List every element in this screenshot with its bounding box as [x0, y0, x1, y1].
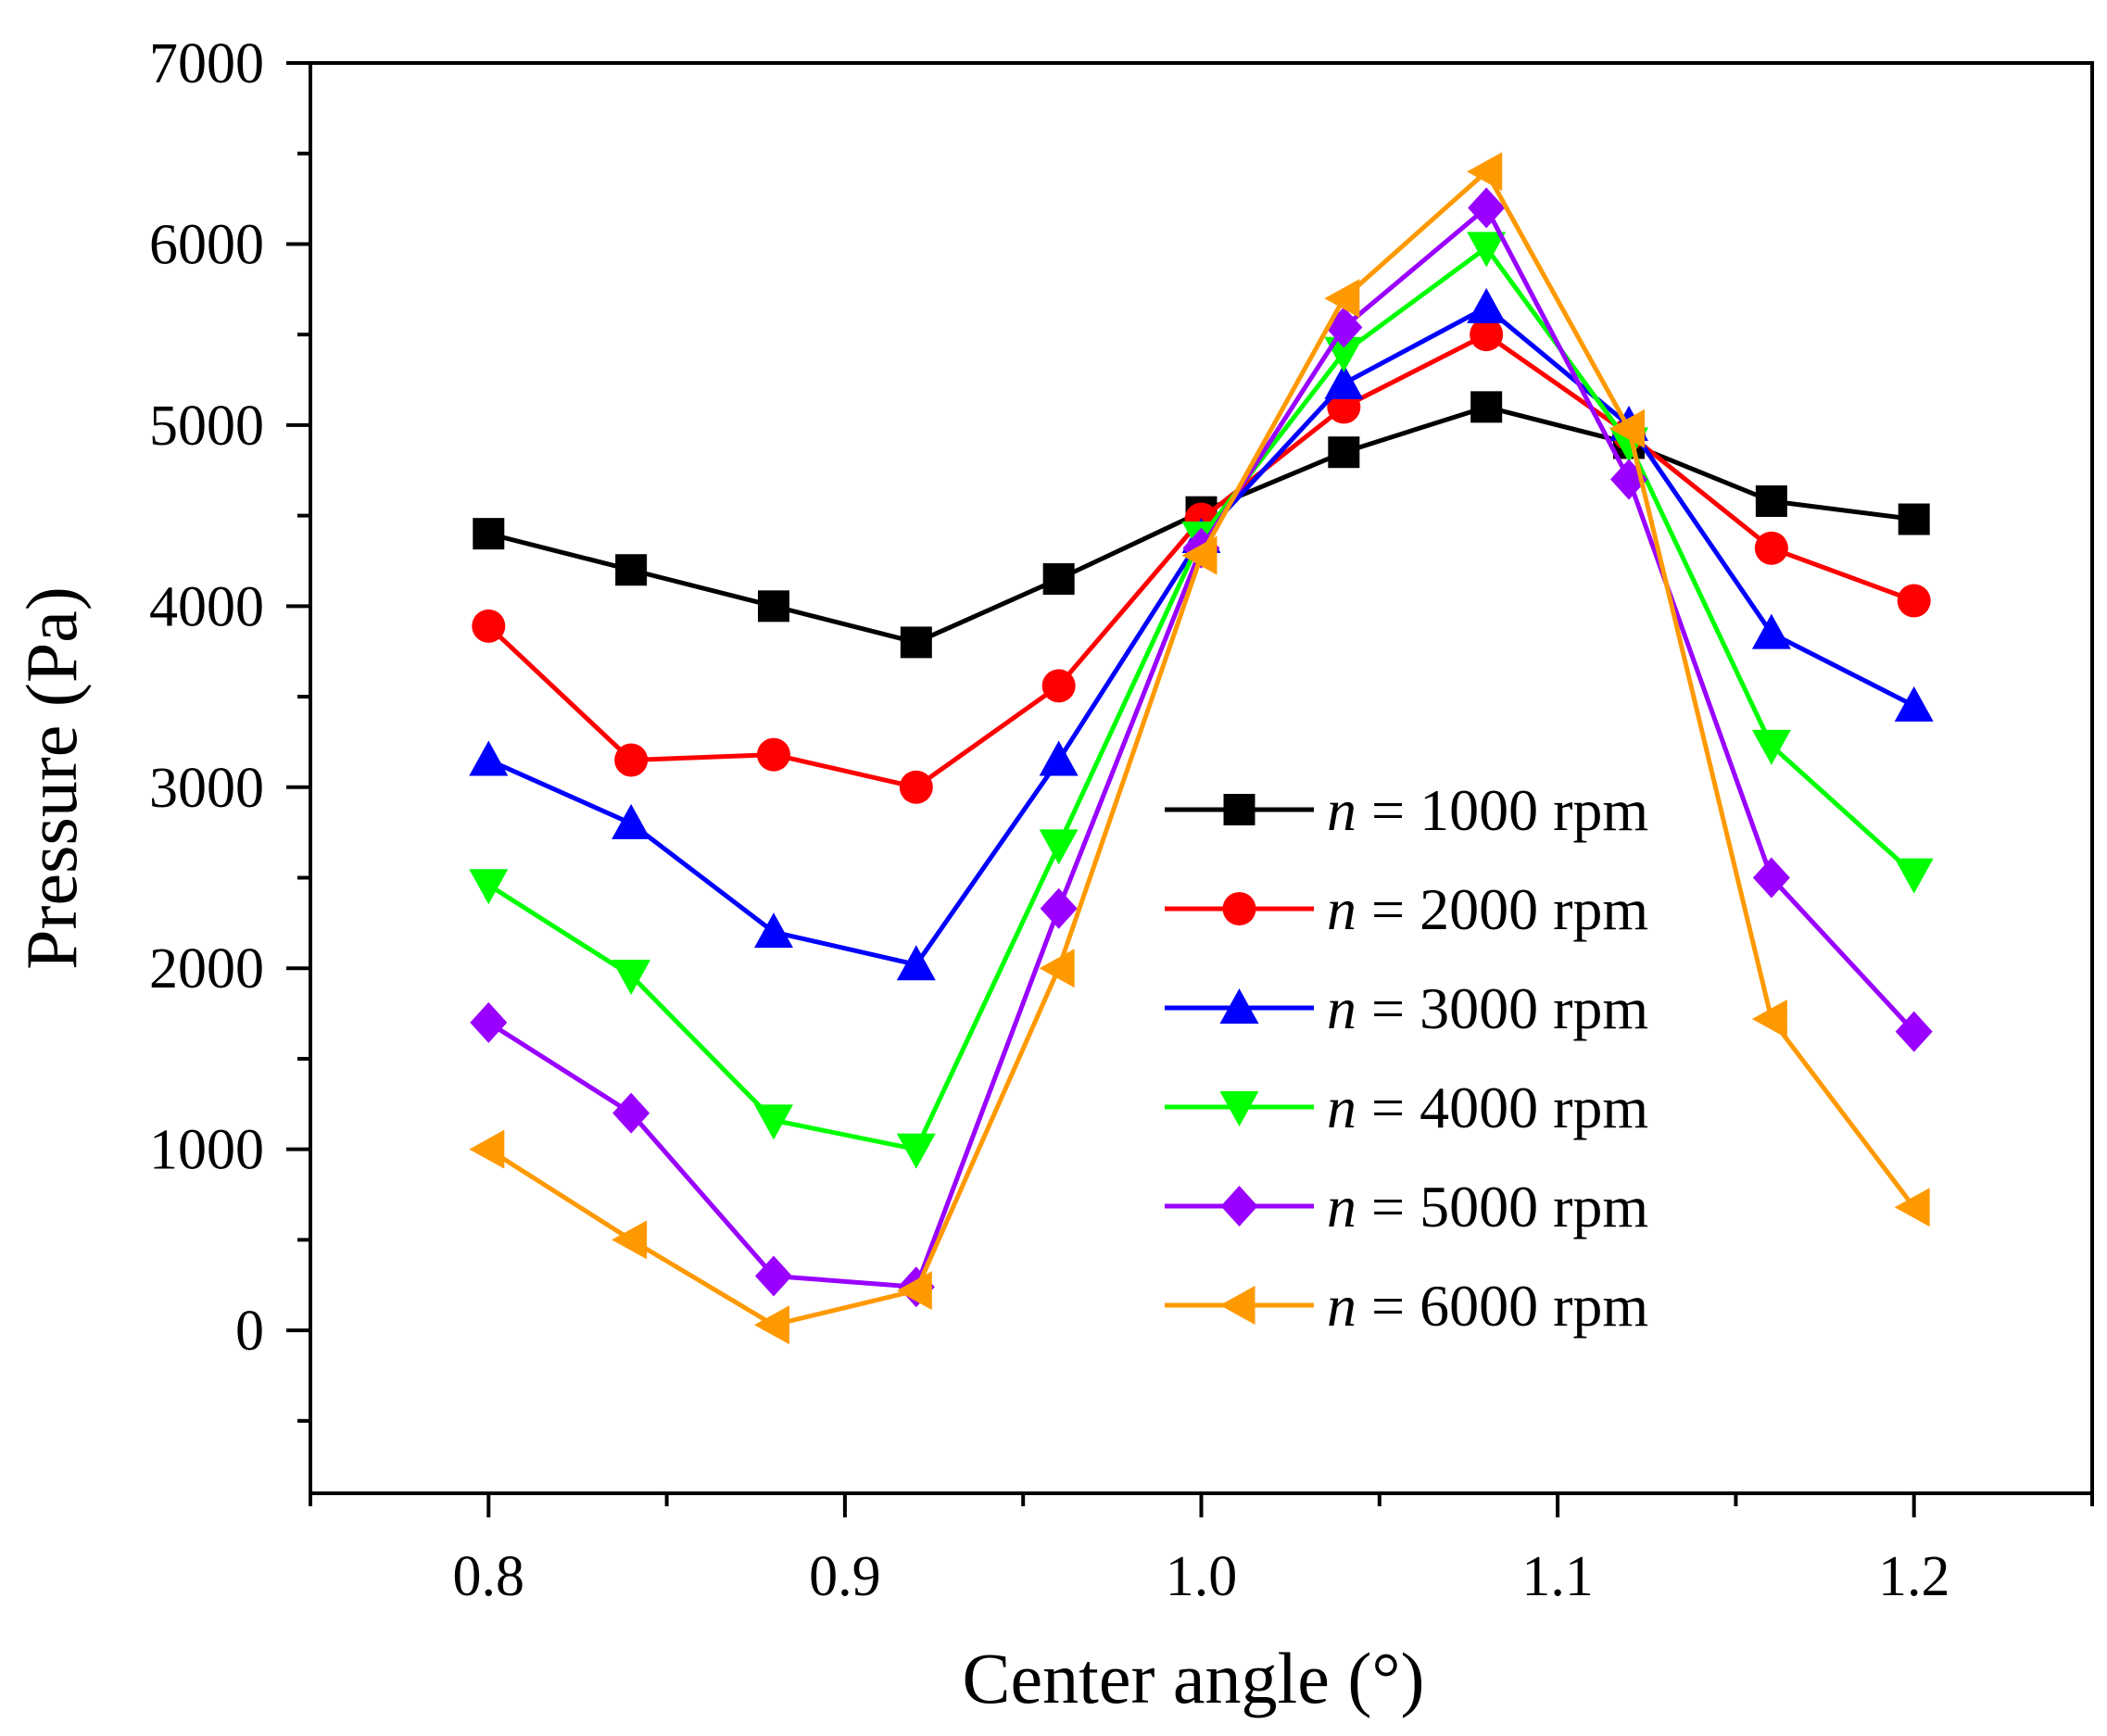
data-point-series-1: [1470, 391, 1503, 423]
y-tick-label: 4000: [149, 575, 264, 638]
data-point-series-6: [469, 1129, 505, 1169]
series-line-6: [486, 169, 1916, 1327]
legend-variable: n: [1327, 1273, 1356, 1339]
data-point-series-3: [469, 740, 509, 776]
data-point-series-4: [1039, 829, 1079, 865]
legend-value: = 5000 rpm: [1356, 1174, 1648, 1239]
data-point-series-1: [900, 626, 932, 659]
data-point-series-5: [1895, 1011, 1933, 1052]
data-point-series-4: [612, 960, 651, 996]
legend-value: = 4000 rpm: [1356, 1075, 1648, 1140]
data-point-series-6: [1467, 152, 1503, 192]
data-point-series-4: [753, 1104, 793, 1140]
data-point-series-2: [1897, 584, 1931, 618]
legend-variable: n: [1327, 1075, 1356, 1140]
legend-label-5: n = 5000 rpm: [1327, 1174, 1648, 1239]
series-line-5: [486, 205, 1916, 1289]
y-tick-label: 2000: [149, 937, 264, 1000]
x-tick-label: 0.8: [453, 1545, 525, 1608]
data-point-series-4: [1751, 729, 1791, 765]
data-point-series-2: [1041, 669, 1076, 703]
data-point-series-5: [1752, 857, 1790, 899]
data-point-series-1: [1755, 484, 1787, 517]
data-point-series-6: [1609, 409, 1646, 448]
y-tick-label: 1000: [149, 1119, 264, 1182]
legend-marker-4: [1219, 1091, 1259, 1126]
series-line-4: [486, 245, 1916, 1152]
data-point-series-1: [1328, 436, 1360, 469]
data-point-series-3: [1039, 740, 1079, 776]
data-point-series-3: [1324, 363, 1364, 399]
data-point-series-6: [1181, 535, 1218, 575]
legend-variable: n: [1327, 876, 1356, 942]
data-point-series-6: [1039, 949, 1075, 988]
data-point-series-3: [1894, 686, 1934, 722]
data-point-series-5: [470, 1001, 508, 1043]
legend-label-1: n = 1000 rpm: [1327, 777, 1648, 843]
x-tick-label: 1.2: [1878, 1545, 1950, 1608]
data-point-series-4: [1467, 232, 1507, 268]
data-point-series-2: [614, 743, 649, 777]
legend-value: = 6000 rpm: [1356, 1273, 1648, 1339]
legend-label-3: n = 3000 rpm: [1327, 975, 1648, 1041]
legend-marker-3: [1219, 988, 1259, 1024]
legend-variable: n: [1327, 975, 1356, 1041]
data-point-series-4: [896, 1133, 936, 1169]
data-point-series-2: [1470, 318, 1504, 352]
legend-value: = 2000 rpm: [1356, 876, 1648, 942]
legend-label-6: n = 6000 rpm: [1327, 1273, 1648, 1339]
data-point-series-5: [1468, 187, 1506, 229]
data-point-series-3: [612, 803, 651, 839]
data-point-series-2: [756, 737, 790, 772]
data-point-series-1: [1898, 503, 1930, 535]
plot-frame: [309, 61, 2094, 1495]
legend-value: = 3000 rpm: [1356, 975, 1648, 1041]
data-point-series-3: [1751, 613, 1791, 649]
data-point-series-6: [612, 1220, 648, 1260]
data-point-series-2: [472, 609, 506, 643]
data-point-series-3: [753, 912, 793, 949]
legend-marker-6: [1219, 1286, 1255, 1325]
data-point-series-1: [757, 590, 789, 623]
y-tick-label: 5000: [149, 395, 264, 458]
y-axis-title: Pressure (Pa): [11, 586, 92, 970]
data-point-series-4: [1894, 858, 1934, 894]
legend-label-4: n = 4000 rpm: [1327, 1075, 1648, 1140]
x-axis-title: Center angle (°): [963, 1638, 1425, 1718]
data-point-series-6: [1894, 1188, 1930, 1227]
series-line-3: [487, 305, 1915, 967]
legend-variable: n: [1327, 777, 1356, 843]
data-point-series-6: [1751, 999, 1787, 1038]
data-point-series-3: [896, 945, 936, 981]
x-tick-label: 1.0: [1166, 1545, 1238, 1608]
data-point-series-3: [1467, 287, 1507, 323]
data-point-series-6: [896, 1271, 932, 1311]
y-tick-label: 7000: [149, 32, 264, 95]
data-point-series-5: [1040, 887, 1078, 929]
y-tick-label: 0: [235, 1300, 264, 1363]
legend-marker-1: [1223, 794, 1255, 825]
x-tick-label: 1.1: [1521, 1545, 1594, 1608]
data-point-series-5: [754, 1255, 792, 1297]
data-point-series-1: [1042, 563, 1075, 596]
data-point-series-2: [1754, 531, 1788, 565]
data-point-series-1: [615, 554, 648, 586]
data-point-series-6: [753, 1305, 789, 1345]
x-tick-label: 0.9: [809, 1545, 881, 1608]
data-point-series-5: [612, 1092, 650, 1134]
data-point-series-1: [473, 518, 505, 550]
y-tick-label: 3000: [149, 757, 264, 820]
data-point-series-2: [899, 770, 933, 804]
legend-value: = 1000 rpm: [1356, 777, 1648, 843]
data-point-series-6: [1324, 279, 1360, 319]
legend-label-2: n = 2000 rpm: [1327, 876, 1648, 942]
y-tick-label: 6000: [149, 213, 264, 276]
data-point-series-4: [469, 869, 509, 905]
legend-marker-5: [1220, 1186, 1258, 1227]
legend-variable: n: [1327, 1174, 1356, 1239]
legend-marker-2: [1222, 892, 1256, 925]
